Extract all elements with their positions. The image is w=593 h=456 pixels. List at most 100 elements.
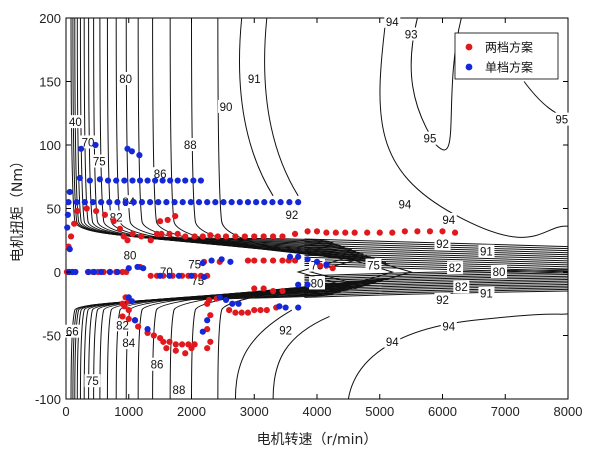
data-point [295, 304, 302, 311]
data-point [332, 229, 339, 236]
contour-line [304, 252, 569, 262]
contour-label: 92 [279, 325, 292, 337]
data-point [125, 315, 132, 323]
data-point [439, 228, 446, 235]
contour-label-bg [218, 99, 235, 113]
data-point [389, 229, 396, 236]
data-point [236, 199, 243, 206]
data-point [286, 253, 294, 260]
contour-label-bg [365, 258, 382, 272]
contour-line [296, 254, 413, 290]
data-point [182, 350, 189, 357]
data-point [204, 199, 211, 206]
contour-label: 75 [93, 157, 106, 169]
data-point [124, 237, 131, 244]
data-point [269, 233, 277, 240]
contour-line [304, 274, 569, 282]
contour-line [304, 283, 569, 292]
data-point [329, 265, 336, 272]
data-point [91, 268, 98, 276]
data-point [191, 233, 198, 240]
data-point [116, 225, 124, 232]
contour-label: 91 [480, 247, 493, 259]
data-point [174, 230, 181, 237]
contour-label-bg [478, 244, 495, 258]
contour-line [72, 17, 334, 244]
data-point [152, 177, 159, 184]
contour-line [99, 286, 360, 400]
data-point [214, 233, 221, 240]
data-point [376, 229, 383, 236]
contour-line [272, 315, 330, 400]
data-point [155, 199, 162, 206]
data-point [261, 199, 268, 206]
contour-label-bg [478, 286, 495, 300]
data-point [85, 268, 92, 276]
contour-label: 80 [493, 267, 506, 279]
data-point [171, 199, 178, 206]
contour-label-bg [91, 154, 108, 168]
x-tick-label: 2000 [177, 404, 206, 419]
legend-marker [465, 43, 473, 51]
y-tick-label: -100 [35, 392, 61, 407]
data-point [114, 199, 121, 206]
data-point [122, 199, 129, 206]
data-point [351, 229, 358, 236]
contour-label-bg [84, 374, 101, 388]
contour-label-bg [447, 261, 464, 275]
data-point [269, 287, 277, 295]
data-point [313, 228, 321, 235]
contour-label-bg [396, 197, 413, 211]
data-point [157, 272, 164, 279]
contour-label: 86 [151, 360, 164, 372]
contour-line [137, 17, 375, 259]
data-point [147, 272, 154, 279]
contour-line [88, 17, 353, 251]
contour-line [83, 289, 349, 400]
legend-label: 两档方案 [485, 40, 533, 55]
contour-line [304, 260, 569, 270]
data-point [218, 256, 225, 263]
contour-line [308, 260, 395, 284]
data-point [64, 211, 71, 218]
data-point [129, 230, 136, 237]
contour-line [304, 238, 569, 248]
data-point [164, 216, 171, 224]
contour-line [304, 278, 569, 287]
contour-label: 94 [386, 17, 399, 29]
data-point [172, 213, 179, 220]
data-point [244, 257, 252, 264]
contour-label-bg [309, 276, 325, 290]
contour-label-bg [421, 131, 438, 145]
data-point [64, 224, 71, 231]
contour-label-bg [403, 27, 420, 41]
data-point [135, 323, 142, 330]
contour-line [304, 258, 569, 268]
contour-label: 70 [82, 137, 95, 149]
x-tick-label: 3000 [240, 404, 269, 419]
contour-label: 90 [220, 102, 233, 114]
contour-label-bg [440, 319, 457, 333]
data-point [138, 233, 145, 240]
data-point [83, 205, 90, 212]
data-point [182, 177, 189, 184]
contour-label-bg [277, 323, 294, 337]
axes: 0 1000 2000 3000 4000 5000 6000 7000 80002001501… [35, 11, 582, 419]
data-point [282, 304, 289, 311]
data-point [66, 246, 73, 253]
data-point [295, 253, 302, 260]
data-point [163, 345, 170, 352]
data-point [295, 281, 302, 288]
contour-label-bg [120, 336, 137, 350]
contour-label: 95 [555, 115, 568, 127]
contour-label-bg [114, 318, 131, 332]
data-point [119, 313, 126, 320]
data-point [125, 265, 132, 272]
contour-label: 82 [116, 320, 129, 332]
data-point [134, 263, 141, 271]
x-tick-label: 6000 [428, 404, 457, 419]
data-point [106, 199, 113, 206]
y-tick-label: 150 [39, 75, 61, 90]
